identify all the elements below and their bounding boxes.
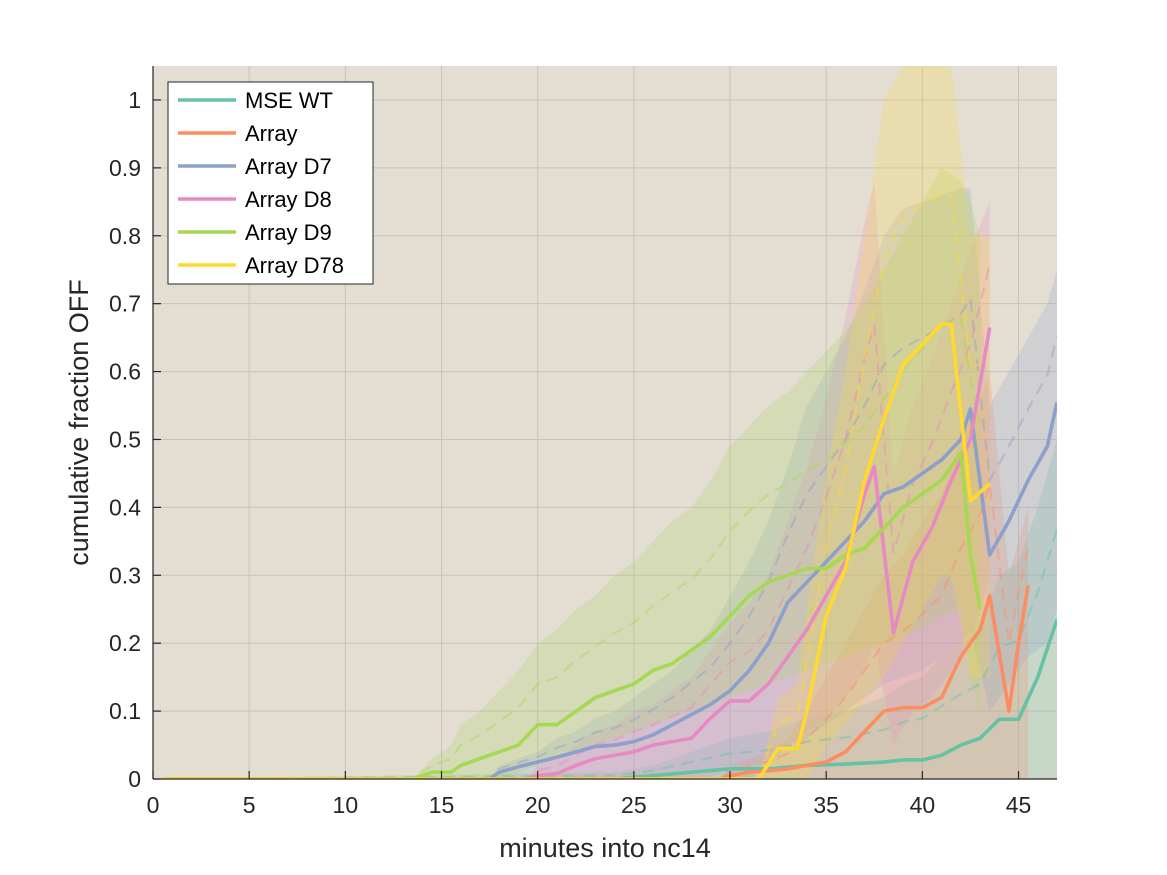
legend-label-1: Array [245, 121, 298, 146]
x-tick-label: 35 [813, 792, 839, 818]
series-line-1 [162, 585, 1030, 779]
y-tick-label: 0 [128, 766, 141, 792]
y-axis-label: cumulative fraction OFF [64, 279, 94, 566]
legend-label-0: MSE WT [245, 88, 333, 113]
series-band-3 [162, 181, 990, 779]
x-tick-label: 25 [621, 792, 647, 818]
y-tick-label: 0.7 [109, 291, 141, 317]
legend: MSE WT Array Array D7 Array D8 Array D9 Array… [167, 81, 374, 285]
x-tick-label: 10 [333, 792, 359, 818]
series-band-5 [162, 66, 990, 779]
series-line-5 [162, 322, 991, 779]
y-tick-label: 1 [128, 87, 141, 113]
y-tick-label: 0.4 [109, 494, 141, 520]
x-axis-label: minutes into nc14 [499, 833, 711, 863]
y-tick-label: 0.8 [109, 223, 141, 249]
y-tick-label: 0.3 [109, 562, 141, 588]
legend-label-2: Array D7 [245, 154, 332, 179]
tick-labels: 0 5 10 15 20 25 30 35 40 45 0 0.1 0.2 0.3 0.4 0.5 0.6 0.7… [109, 87, 1031, 818]
series-dashed-0 [162, 529, 1057, 779]
y-tick-label: 0.9 [109, 155, 141, 181]
series-line-2 [162, 401, 1057, 779]
legend-label-5: Array D78 [245, 253, 344, 278]
legend-label-4: Array D9 [245, 220, 332, 245]
y-tick-label: 0.5 [109, 426, 141, 452]
series-band-2 [162, 188, 1057, 779]
series-line-0 [162, 618, 1057, 779]
axes [152, 66, 1057, 780]
x-tick-label: 15 [429, 792, 455, 818]
x-tick-label: 0 [147, 792, 160, 818]
x-tick-label: 40 [910, 792, 936, 818]
series-dashed-1 [162, 483, 1030, 779]
series-line-4 [162, 451, 982, 779]
series-dashed-5 [162, 193, 991, 779]
y-tick-label: 0.1 [109, 698, 141, 724]
x-tick-label: 5 [243, 792, 256, 818]
y-tick-label: 0.6 [109, 359, 141, 385]
x-tick-label: 20 [525, 792, 551, 818]
series-lines [162, 322, 1057, 779]
legend-label-3: Array D8 [245, 187, 332, 212]
series-line-3 [162, 327, 992, 779]
series-band-1 [162, 371, 1029, 779]
y-tick-label: 0.2 [109, 630, 141, 656]
x-tick-label: 45 [1006, 792, 1032, 818]
legend-box [167, 81, 374, 285]
series-band-0 [162, 439, 1057, 779]
x-tick-label: 30 [717, 792, 743, 818]
